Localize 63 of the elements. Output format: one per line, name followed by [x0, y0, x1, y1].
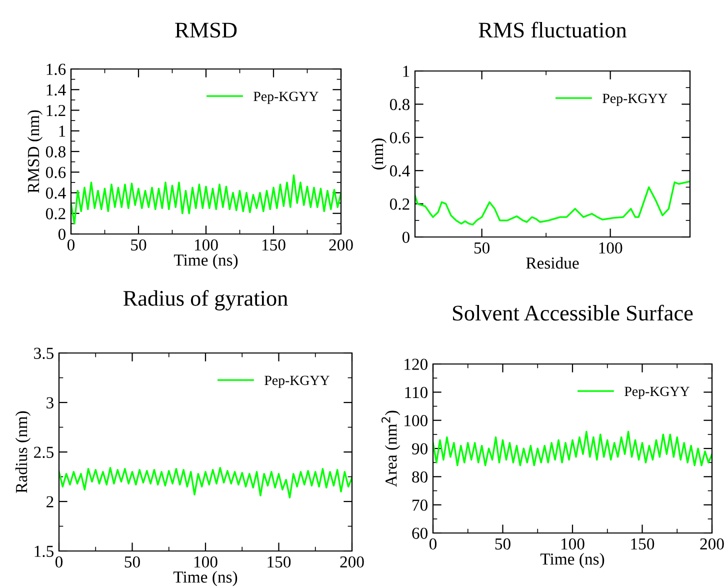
- y-axis-title: (nm): [371, 138, 387, 170]
- y-tick-label: 2: [46, 496, 54, 508]
- y-tick-label: 110: [405, 386, 428, 398]
- chart-title: Radius of gyration: [123, 290, 288, 310]
- y-tick-label: 0.8: [390, 98, 410, 110]
- x-tick-label: 200: [700, 538, 724, 550]
- x-tick-label: 50: [124, 556, 140, 568]
- y-tick-label: 1.2: [46, 104, 66, 116]
- x-tick-label: 200: [340, 556, 364, 568]
- y-tick-label: 1.4: [46, 84, 66, 96]
- y-tick-label: 0.6: [46, 166, 66, 178]
- y-tick-label: 3.5: [34, 348, 54, 360]
- y-tick-label: 1: [403, 66, 410, 77]
- legend-label: Pep-KGYY: [624, 386, 690, 399]
- y-axis-title: Area (nm$^{2}$): [382, 410, 400, 487]
- line-series: [433, 430, 712, 466]
- y-tick-label: 70: [412, 500, 428, 511]
- y-tick-label: 0: [58, 228, 66, 240]
- x-tick-label: 0: [67, 239, 75, 251]
- x-tick-label: 50: [495, 538, 510, 550]
- x-tick-label: 150: [631, 538, 654, 550]
- legend-label: Pep-KGYY: [602, 94, 668, 106]
- legend-label: Pep-KGYY: [254, 92, 318, 104]
- line-series: [59, 467, 352, 498]
- x-tick-label: 150: [262, 239, 286, 251]
- y-tick-label: 80: [412, 471, 428, 483]
- x-tick-label: 50: [474, 242, 490, 254]
- x-tick-label: 100: [194, 556, 218, 568]
- x-tick-label: 0: [429, 538, 437, 550]
- x-tick-label: 50: [131, 239, 146, 251]
- y-tick-label: 2.5: [34, 446, 54, 458]
- y-tick-label: 0.8: [46, 146, 66, 158]
- x-tick-label: 100: [194, 239, 218, 251]
- y-tick-label: 120: [404, 358, 428, 370]
- y-axis-title: Radius (nm): [15, 411, 31, 493]
- chart-title: RMSD: [175, 22, 237, 38]
- y-tick-label: 90: [412, 443, 428, 454]
- chart-title: Solvent Accessible Surface: [453, 304, 693, 321]
- x-tick-label: 150: [268, 556, 291, 568]
- y-tick-label: 3: [46, 397, 54, 408]
- x-axis-title: Time (ns): [173, 570, 238, 586]
- y-tick-label: 0: [402, 232, 410, 243]
- legend-label: Pep-KGYY: [264, 376, 330, 388]
- x-tick-label: 200: [329, 239, 353, 251]
- y-tick-label: 0.6: [390, 132, 410, 144]
- y-tick-label: 0.2: [46, 208, 66, 220]
- x-axis-title: Time (ns): [174, 254, 238, 270]
- y-axis-title: RMSD (nm): [27, 110, 43, 193]
- line-series: [71, 174, 341, 225]
- y-tick-label: 0.4: [46, 187, 66, 199]
- line-series: [415, 180, 690, 226]
- x-tick-label: 100: [561, 538, 584, 550]
- x-axis-title: Residue: [526, 256, 579, 269]
- chart-title: RMS fluctuation: [478, 22, 627, 38]
- y-tick-label: 0.4: [390, 165, 410, 177]
- y-tick-label: 0.2: [390, 198, 410, 210]
- y-tick-label: 1.6: [46, 64, 66, 76]
- y-tick-label: 100: [404, 415, 428, 426]
- x-tick-label: 100: [599, 242, 622, 254]
- y-tick-label: 1.5: [34, 546, 54, 558]
- y-tick-label: 60: [412, 528, 428, 539]
- y-tick-label: 1: [59, 126, 66, 137]
- x-axis-title: Time (ns): [540, 552, 604, 568]
